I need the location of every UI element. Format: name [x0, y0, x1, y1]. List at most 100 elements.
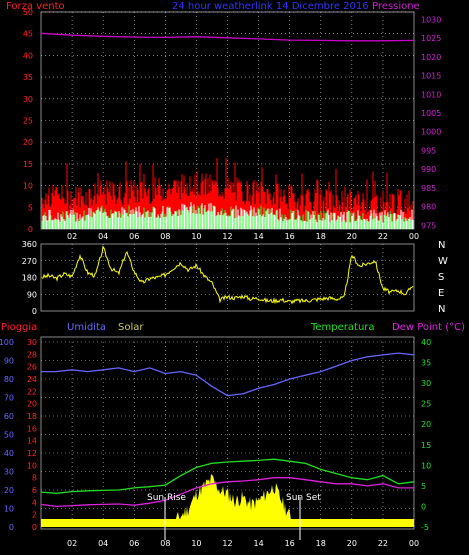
solar-series-area: [41, 474, 414, 527]
direction-tick-label: 180: [22, 274, 37, 283]
bottom-hour-tick-label: 14: [253, 539, 263, 548]
top-hour-tick-label: 18: [316, 232, 326, 241]
humidity-tick-label: 0: [9, 523, 14, 532]
humidity-temperature-panel: Sun Rise Sun Set 0102030405060708090100 …: [0, 336, 431, 548]
direction-tick-label: 90: [27, 290, 37, 299]
bottom-hour-tick-label: 00: [409, 539, 419, 548]
rain-tick-label: 16: [27, 424, 37, 433]
bottom-hour-tick-label: 08: [160, 539, 170, 548]
direction-axis-ticks: 0 90 180 270 360: [22, 240, 37, 316]
humidity-series-line: [41, 352, 415, 397]
wind-direction-grid: [41, 244, 414, 311]
top-hour-tick-label: 00: [409, 232, 419, 241]
top-hour-tick-label: 08: [160, 232, 170, 241]
temperature-tick-label: 10: [421, 461, 431, 470]
wind-speed-tick-label: 20: [23, 138, 33, 147]
wind-speed-tick-label: 15: [23, 160, 33, 169]
humidity-tick-label: 90: [4, 357, 14, 366]
temperature-axis-ticks: -5 0 5 10 15 20 25 30 35 40: [421, 338, 431, 532]
wind-speed-axis-ticks: 0 5 10 15 20 25 30 35 40 45 50: [23, 8, 33, 234]
top-hour-tick-label: 22: [378, 232, 388, 241]
top-hour-tick-label: 14: [253, 232, 263, 241]
sun-rise-label: Sun Rise: [147, 493, 186, 503]
top-hour-tick-label: 10: [191, 232, 201, 241]
pressure-tick-label: 1030: [421, 15, 441, 24]
pressure-tick-label: 995: [421, 146, 436, 155]
wind-speed-tick-label: 50: [23, 8, 33, 17]
pressure-label: Pressione: [372, 1, 420, 12]
bottom-hour-tick-label: 04: [98, 539, 108, 548]
rain-tick-label: 24: [27, 375, 37, 384]
rain-tick-label: 28: [27, 350, 37, 359]
pressure-axis-ticks: 975 980 985 990 995 1000 1005 1010 1015 1020 1025 1…: [421, 15, 441, 230]
bottom-hour-tick-label: 20: [347, 539, 357, 548]
bottom-hour-tick-label: 06: [129, 539, 139, 548]
humidity-tick-label: 10: [4, 505, 14, 514]
solar-label: Solar: [118, 322, 144, 333]
top-hour-tick-label: 12: [222, 232, 232, 241]
rain-tick-label: 14: [27, 437, 37, 446]
wind-speed-tick-label: 40: [23, 51, 33, 60]
humidity-axis-ticks: 0 10 20 30 40 50 60 70 80 90 100: [0, 338, 14, 532]
sun-set-label: Sun Set: [286, 493, 321, 503]
top-hour-tick-label: 20: [347, 232, 357, 241]
compass-label: N: [438, 240, 445, 251]
temperature-tick-label: 15: [421, 441, 431, 450]
pressure-tick-label: 975: [421, 221, 436, 230]
wind-speed-tick-label: 30: [23, 95, 33, 104]
compass-label: S: [438, 272, 444, 283]
temperature-tick-label: 40: [421, 338, 431, 347]
rain-tick-label: 20: [27, 400, 37, 409]
rain-label: Pioggia: [1, 322, 38, 333]
wind-speed-label: Forza vento: [6, 1, 65, 12]
wind-speed-tick-label: 5: [28, 203, 33, 212]
temperature-tick-label: 0: [421, 502, 426, 511]
humidity-tick-label: 100: [0, 338, 14, 347]
rain-tick-label: 8: [32, 474, 37, 483]
rain-tick-label: 2: [32, 511, 37, 520]
rain-tick-label: 18: [27, 412, 37, 421]
chart-title: 24 hour weatherlink 14 Dicembre 2016: [172, 1, 369, 12]
humidity-temperature-frame: [40, 336, 415, 530]
compass-label: E: [438, 288, 444, 299]
compass-label: N: [438, 304, 445, 315]
bottom-hour-tick-label: 22: [378, 539, 388, 548]
pressure-tick-label: 1015: [421, 72, 441, 81]
humidity-tick-label: 40: [4, 449, 14, 458]
pressure-tick-label: 1000: [421, 128, 441, 137]
dewpoint-series-line: [40, 477, 414, 508]
rain-tick-label: 22: [27, 387, 37, 396]
temperature-tick-label: 20: [421, 420, 431, 429]
bottom-hour-tick-label: 12: [222, 539, 232, 548]
temperature-tick-label: 5: [421, 482, 426, 491]
direction-tick-label: 0: [32, 307, 37, 316]
temperature-label: Temperatura: [311, 322, 375, 333]
humidity-label: Umidita: [67, 322, 107, 333]
rain-tick-label: 30: [27, 338, 37, 347]
rain-tick-label: 26: [27, 363, 37, 372]
wind-speed-tick-label: 35: [23, 73, 33, 82]
rain-tick-label: 0: [32, 523, 37, 532]
bottom-hour-tick-label: 18: [316, 539, 326, 548]
pressure-tick-label: 1010: [421, 90, 441, 99]
wind-average-series: [41, 202, 414, 229]
pressure-tick-label: 1025: [421, 34, 441, 43]
direction-tick-label: 270: [22, 257, 37, 266]
humidity-tick-label: 50: [4, 431, 14, 440]
pressure-series-line: [40, 32, 415, 42]
wind-speed-tick-label: 45: [23, 30, 33, 39]
rain-tick-label: 4: [32, 498, 37, 507]
bottom-hour-tick-label: 16: [285, 539, 295, 548]
temperature-tick-label: 25: [421, 400, 431, 409]
rain-tick-label: 12: [27, 449, 37, 458]
humidity-tick-label: 60: [4, 412, 14, 421]
rain-tick-label: 10: [27, 461, 37, 470]
temperature-series-line: [40, 458, 415, 494]
compass-label: W: [438, 256, 448, 267]
humidity-tick-label: 70: [4, 394, 14, 403]
bottom-hour-axis-ticks: 02 04 06 08 10 12 14 16 18 20 22 00: [67, 539, 419, 548]
